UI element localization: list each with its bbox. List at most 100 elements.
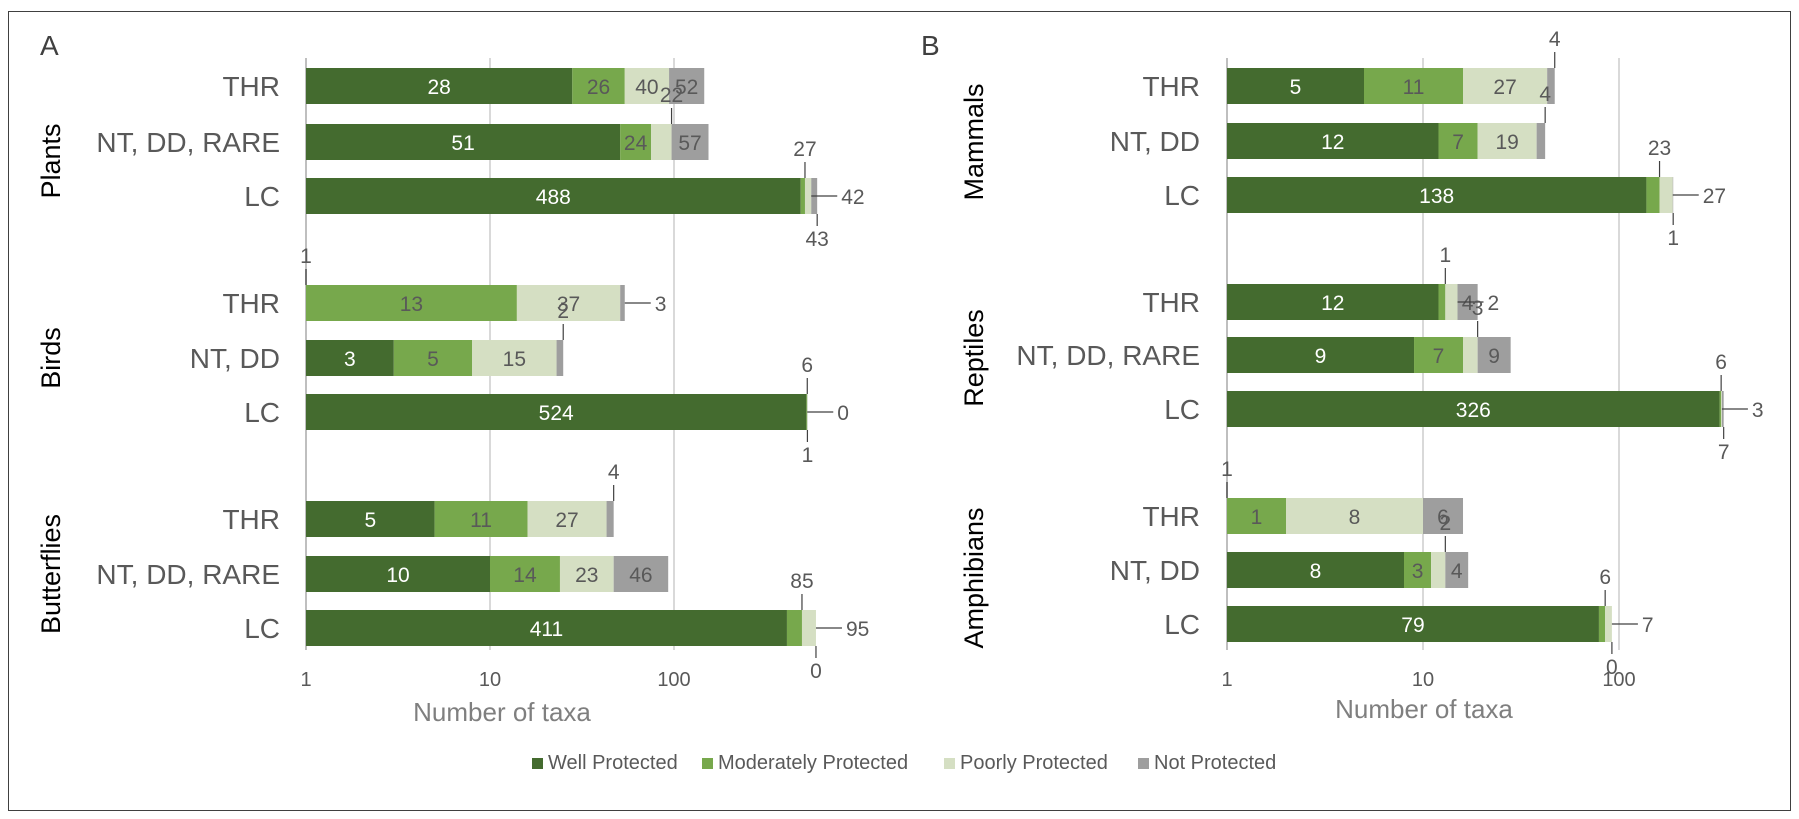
callout-label-a-plants-lc-not: 43	[806, 228, 829, 251]
x-tick-b-10: 10	[1412, 669, 1434, 691]
group-label-birds: Birds	[36, 327, 66, 389]
legend-swatch-moderate	[702, 758, 713, 769]
callout-label-a-butterflies-thr-not: 4	[608, 461, 620, 484]
data-label-a-plants-thr-moderate: 26	[587, 76, 610, 99]
data-label-a-plants-thr-well: 28	[427, 76, 450, 99]
bar-b-mammals-lc-moderate	[1646, 177, 1659, 213]
data-label-a-plants-lc-well: 488	[536, 186, 571, 209]
bar-b-reptiles-thr-moderate	[1439, 284, 1446, 320]
category-label-a-plants-lc: LC	[244, 181, 280, 212]
x-tick-b-1: 1	[1221, 669, 1232, 691]
data-label-a-birds-lc-well: 524	[539, 402, 574, 425]
callout-label-b-amphibians-lc-poor: 7	[1642, 614, 1654, 637]
data-label-a-butterflies-thr-well: 5	[364, 509, 376, 532]
data-label-a-butterflies-thr-moderate: 11	[470, 509, 492, 532]
bar-b-reptiles-ntddrare-poor	[1463, 337, 1478, 373]
category-label-b-amphibians-lc: LC	[1164, 609, 1200, 640]
data-label-a-birds-ntdd-poor: 15	[503, 348, 526, 371]
callout-label-b-mammals-ntdd-not: 4	[1539, 83, 1551, 106]
callout-label-b-reptiles-thr-poor: 2	[1488, 292, 1500, 315]
callout-label-b-reptiles-lc-moderate: 6	[1715, 351, 1727, 374]
data-label-b-mammals-ntdd-moderate: 7	[1452, 131, 1464, 154]
category-label-b-reptiles-thr: THR	[1142, 287, 1200, 318]
data-label-a-butterflies-ntddrare-poor: 23	[575, 564, 598, 587]
data-label-b-reptiles-thr-well: 12	[1321, 292, 1344, 315]
callout-label-a-birds-thr-well: 1	[300, 245, 312, 268]
data-label-b-mammals-thr-poor: 27	[1493, 76, 1516, 99]
data-label-b-amphibians-ntdd-well: 8	[1310, 560, 1322, 583]
callout-label-b-amphibians-lc-moderate: 6	[1599, 566, 1611, 589]
legend-swatch-poor	[944, 758, 955, 769]
category-label-b-mammals-thr: THR	[1142, 71, 1200, 102]
callout-label-a-birds-lc-not: 1	[802, 444, 814, 467]
category-label-a-plants-thr: THR	[222, 71, 280, 102]
category-label-a-plants-ntddrare: NT, DD, RARE	[96, 127, 280, 158]
callout-label-a-plants-ntddrare-poor: 22	[660, 84, 683, 107]
category-label-a-birds-ntdd: NT, DD	[190, 343, 280, 374]
bar-a-birds-ntdd-not	[557, 340, 564, 376]
data-label-a-butterflies-thr-poor: 27	[555, 509, 578, 532]
bar-a-butterflies-thr-not	[607, 501, 614, 537]
category-label-b-mammals-ntdd: NT, DD	[1110, 126, 1200, 157]
callout-label-a-birds-ntdd-not: 2	[557, 300, 569, 323]
data-label-b-mammals-thr-moderate: 11	[1403, 76, 1425, 99]
callout-label-a-butterflies-lc-not: 0	[810, 660, 822, 683]
x-tick-a-100: 100	[657, 669, 690, 691]
callout-label-b-mammals-thr-not: 4	[1549, 28, 1561, 51]
data-label-a-butterflies-ntddrare-not: 46	[629, 564, 652, 587]
legend-label-well: Well Protected	[548, 752, 678, 774]
callout-label-b-reptiles-ntddrare-poor: 3	[1472, 297, 1484, 320]
bar-a-plants-lc-poor	[805, 178, 811, 214]
bar-b-mammals-lc-poor	[1660, 177, 1673, 213]
category-label-a-butterflies-lc: LC	[244, 613, 280, 644]
callout-label-a-plants-lc-moderate: 27	[793, 138, 816, 161]
data-label-b-reptiles-lc-well: 326	[1456, 399, 1491, 422]
data-label-b-mammals-thr-well: 5	[1290, 76, 1302, 99]
data-label-b-mammals-ntdd-well: 12	[1321, 131, 1344, 154]
legend-swatch-not	[1138, 758, 1149, 769]
bar-a-plants-lc-moderate	[801, 178, 805, 214]
legend-swatch-well	[532, 758, 543, 769]
data-label-a-plants-thr-poor: 40	[635, 76, 658, 99]
data-label-b-amphibians-lc-well: 79	[1401, 614, 1424, 637]
data-label-b-amphibians-thr-moderate: 1	[1251, 506, 1263, 529]
bar-b-reptiles-lc-poor	[1721, 391, 1722, 427]
bar-a-plants-ntddrare-poor	[651, 124, 672, 160]
data-label-b-mammals-ntdd-poor: 19	[1495, 131, 1518, 154]
data-label-b-reptiles-ntddrare-moderate: 7	[1433, 345, 1445, 368]
callout-label-a-butterflies-lc-moderate: 85	[790, 570, 813, 593]
group-label-reptiles: Reptiles	[959, 309, 989, 407]
data-label-b-amphibians-ntdd-moderate: 3	[1412, 560, 1424, 583]
callout-label-b-mammals-lc-not: 1	[1667, 227, 1679, 250]
callout-label-a-birds-lc-poor: 0	[837, 402, 849, 425]
category-label-b-reptiles-ntddrare: NT, DD, RARE	[1016, 340, 1200, 371]
group-label-mammals: Mammals	[959, 83, 989, 200]
bar-b-mammals-ntdd-not	[1537, 123, 1546, 159]
category-label-b-amphibians-thr: THR	[1142, 501, 1200, 532]
panel-letter-b: B	[921, 30, 940, 61]
callout-label-a-birds-thr-not: 3	[655, 293, 667, 316]
bar-b-amphibians-lc-moderate	[1599, 606, 1605, 642]
category-label-a-butterflies-thr: THR	[222, 504, 280, 535]
data-label-b-amphibians-thr-poor: 8	[1349, 506, 1361, 529]
bar-a-butterflies-lc-moderate	[787, 610, 802, 646]
data-label-b-reptiles-ntddrare-not: 9	[1488, 345, 1500, 368]
panel-letter-a: A	[40, 30, 59, 61]
callout-label-b-reptiles-lc-not: 7	[1718, 441, 1730, 464]
bar-b-amphibians-ntdd-poor	[1431, 552, 1445, 588]
callout-label-b-mammals-lc-moderate: 23	[1648, 137, 1671, 160]
callout-label-b-amphibians-lc-not: 0	[1606, 656, 1618, 679]
data-label-b-amphibians-ntdd-not: 4	[1451, 560, 1463, 583]
callout-label-b-mammals-lc-poor: 27	[1703, 185, 1726, 208]
legend-label-poor: Poorly Protected	[960, 752, 1108, 774]
x-tick-a-10: 10	[479, 669, 501, 691]
data-label-b-mammals-lc-well: 138	[1419, 185, 1454, 208]
bar-b-reptiles-thr-poor	[1445, 284, 1457, 320]
bar-a-butterflies-lc-poor	[802, 610, 816, 646]
data-label-a-birds-thr-moderate: 13	[400, 293, 423, 316]
callout-label-a-plants-lc-poor: 42	[841, 186, 864, 209]
category-label-a-butterflies-ntddrare: NT, DD, RARE	[96, 559, 280, 590]
data-label-a-birds-ntdd-well: 3	[344, 348, 356, 371]
category-label-a-birds-thr: THR	[222, 288, 280, 319]
